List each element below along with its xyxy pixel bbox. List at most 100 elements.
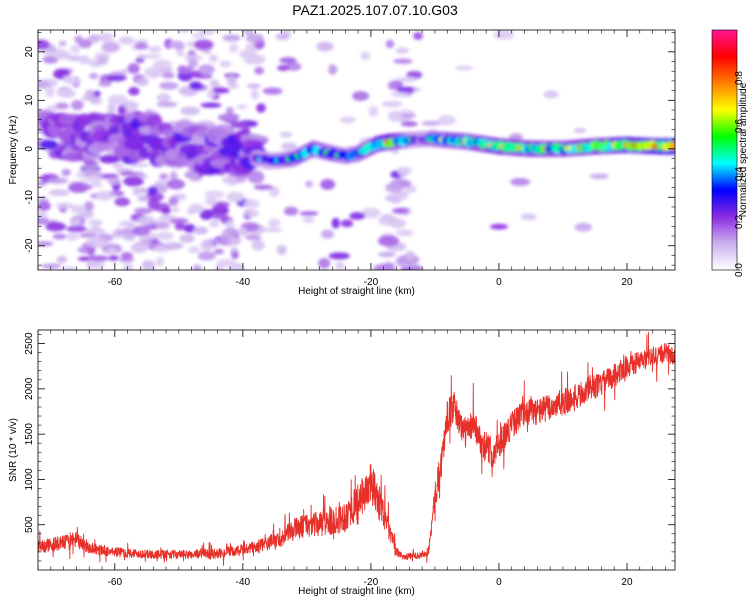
colorbar-label: Normalized spectral amplitude [738,82,749,217]
noise-blob [352,91,370,101]
noise-blob [127,63,140,74]
noise-blob [48,189,70,197]
noise-blob [276,244,287,256]
noise-blob [243,209,260,218]
noise-blob [269,186,280,198]
noise-blob [262,87,283,95]
noise-blob [454,65,474,71]
noise-blob [226,191,245,203]
noise-blob [66,225,87,233]
noise-blob [509,178,531,186]
noise-blob [387,80,400,91]
colorbar-tick-label: 0.2 [734,215,745,229]
noise-blob [589,173,609,180]
noise-blob [200,102,222,108]
noise-blob [71,217,82,227]
noise-blob [396,87,412,93]
noise-blob [230,249,239,260]
noise-blob [183,223,196,233]
noise-blob [40,49,56,55]
noise-blob [222,34,242,42]
noise-blob [217,113,240,122]
noise-blob [328,65,338,72]
noise-blob [168,217,189,225]
noise-blob [56,255,67,264]
noise-blob [47,177,69,184]
noise-blob [137,215,156,226]
snr-x-axis-label: Height of straight line (km) [298,586,415,597]
noise-blob [141,260,155,270]
noise-blob [122,263,134,270]
noise-blob [250,89,259,100]
noise-blob [38,181,47,187]
snr-x-tick-label: 20 [621,577,633,588]
noise-blob [107,177,121,185]
noise-blob [574,222,593,232]
noise-blob [320,179,336,190]
spectrogram-y-tick-label: 20 [24,46,35,58]
noise-blob [38,241,54,247]
noise-blob [226,75,237,86]
noise-blob [243,30,255,35]
noise-blob [285,62,302,71]
noise-blob [192,226,209,235]
noise-blob [38,39,50,50]
noise-blob [174,222,186,231]
noise-blob [74,35,83,44]
noise-blob [299,211,319,216]
noise-blob [305,180,314,188]
noise-blob [108,255,119,261]
snr-x-tick-label: -60 [108,577,123,588]
noise-blob [208,79,220,86]
noise-blob [66,232,79,241]
spectrogram-x-tick-label: -20 [364,277,379,288]
noise-blob [243,199,260,209]
noise-blob [114,197,131,207]
spectrogram-blobs [38,30,675,270]
noise-blob [38,210,48,219]
figure-title: PAZ1.2025.107.07.10.G03 [292,2,458,18]
spectrogram-x-axis-label: Height of straight line (km) [298,286,415,297]
noise-blob [389,218,407,229]
noise-blob [378,251,396,258]
noise-blob [81,95,91,101]
noise-blob [398,169,409,178]
noise-blob [45,221,67,232]
noise-blob [244,58,259,64]
noise-blob [89,260,105,270]
snr-y-tick-label: 1000 [24,468,35,491]
noise-blob [236,104,248,110]
noise-blob [189,81,203,90]
noise-blob [204,190,225,199]
noise-blob [148,45,162,53]
noise-blob [187,58,198,69]
noise-blob [166,179,185,190]
noise-blob [192,264,202,270]
noise-blob [104,193,116,200]
noise-blob [136,77,149,87]
noise-blob [70,44,81,54]
noise-blob [228,236,242,246]
noise-blob [246,83,261,89]
noise-blob [254,66,265,75]
noise-blob [385,182,404,193]
snr-y-tick-label: 1500 [24,423,35,446]
noise-blob [58,40,67,47]
noise-blob [396,76,417,83]
noise-blob [573,127,587,134]
noise-blob [170,207,180,213]
noise-blob [163,242,184,250]
noise-blob [61,168,72,177]
noise-blob [368,105,379,117]
noise-blob [197,251,216,261]
spectrogram-x-tick-label: 0 [496,277,502,288]
noise-blob [71,99,84,111]
noise-blob [107,247,118,254]
noise-blob [88,255,109,262]
noise-blob [38,200,51,211]
spectrogram-y-tick-label: -20 [24,238,35,253]
noise-blob [390,91,409,98]
noise-blob [132,187,141,196]
noise-blob [128,87,140,96]
